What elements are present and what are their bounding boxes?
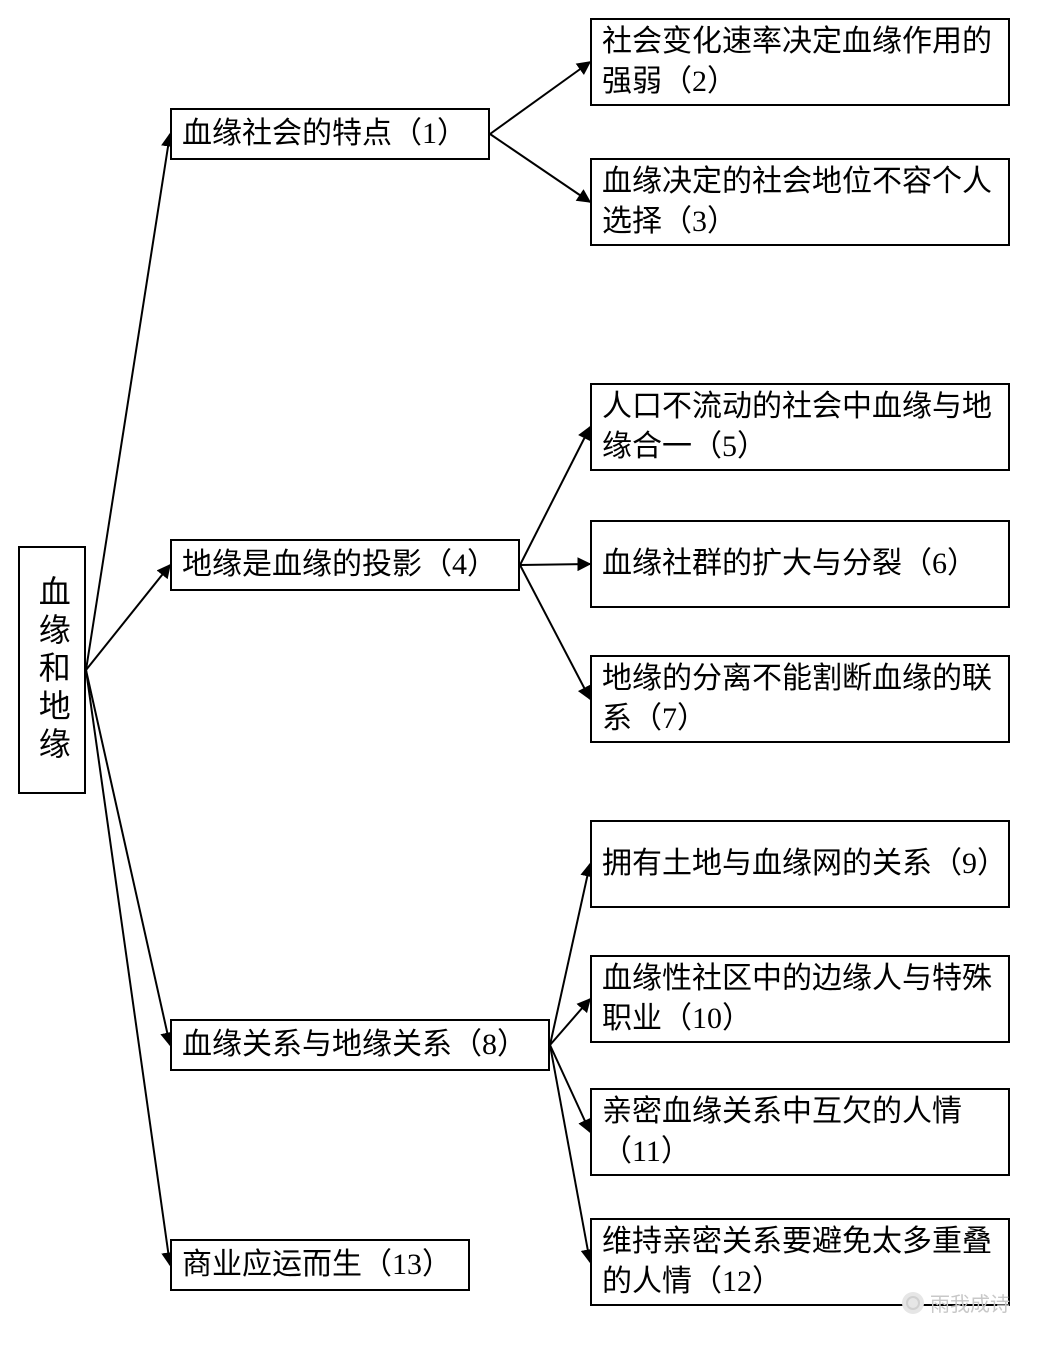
edge <box>86 134 170 670</box>
level2-node: 血缘决定的社会地位不容个人选择（3） <box>590 158 1010 246</box>
edge <box>550 999 590 1045</box>
wechat-icon <box>902 1292 924 1314</box>
diagram-canvas: 血缘和地缘 血缘社会的特点（1） 地缘是血缘的投影（4） 血缘关系与地缘关系（8） 商业… <box>0 0 1040 1345</box>
node-label: 地缘是血缘的投影（4） <box>182 545 497 586</box>
node-label: 血缘社会的特点（1） <box>182 114 467 155</box>
edge <box>550 1045 590 1132</box>
level2-node: 血缘性社区中的边缘人与特殊职业（10） <box>590 955 1010 1043</box>
root-label: 血缘和地缘 <box>31 575 73 765</box>
node-label: 地缘的分离不能割断血缘的联系（7） <box>602 659 998 740</box>
level1-node: 血缘关系与地缘关系（8） <box>170 1019 550 1071</box>
edge <box>520 565 590 699</box>
watermark-text: 雨我成诗 <box>930 1288 1010 1317</box>
node-label: 血缘关系与地缘关系（8） <box>182 1025 527 1066</box>
node-label: 商业应运而生（13） <box>182 1245 452 1286</box>
node-label: 血缘决定的社会地位不容个人选择（3） <box>602 162 998 243</box>
level2-node: 亲密血缘关系中互欠的人情（11） <box>590 1088 1010 1176</box>
level2-node: 拥有土地与血缘网的关系（9） <box>590 820 1010 908</box>
edge <box>86 670 170 1045</box>
node-label: 社会变化速率决定血缘作用的强弱（2） <box>602 22 998 103</box>
node-label: 人口不流动的社会中血缘与地缘合一（5） <box>602 387 998 468</box>
level1-node: 地缘是血缘的投影（4） <box>170 539 520 591</box>
node-label: 拥有土地与血缘网的关系（9） <box>602 844 998 885</box>
level2-node: 社会变化速率决定血缘作用的强弱（2） <box>590 18 1010 106</box>
edge <box>550 864 590 1045</box>
edge <box>86 670 170 1265</box>
edge <box>86 565 170 670</box>
node-label: 亲密血缘关系中互欠的人情（11） <box>602 1092 998 1173</box>
edge <box>490 62 590 134</box>
level1-node: 商业应运而生（13） <box>170 1239 470 1291</box>
level2-node: 血缘社群的扩大与分裂（6） <box>590 520 1010 608</box>
root-node: 血缘和地缘 <box>18 546 86 794</box>
level2-node: 地缘的分离不能割断血缘的联系（7） <box>590 655 1010 743</box>
node-label: 血缘性社区中的边缘人与特殊职业（10） <box>602 959 998 1040</box>
edge <box>520 427 590 565</box>
watermark: 雨我成诗 <box>902 1288 1010 1317</box>
node-label: 血缘社群的扩大与分裂（6） <box>602 544 977 585</box>
edge <box>550 1045 590 1262</box>
edge <box>490 134 590 202</box>
level1-node: 血缘社会的特点（1） <box>170 108 490 160</box>
edge <box>520 564 590 565</box>
level2-node: 人口不流动的社会中血缘与地缘合一（5） <box>590 383 1010 471</box>
